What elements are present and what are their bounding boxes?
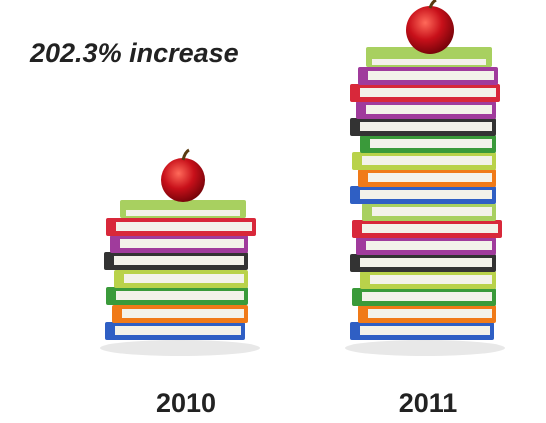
book-stack-2011 [345, 0, 505, 356]
headline: 202.3% increase [29, 38, 239, 68]
book-stack-2010 [100, 148, 260, 356]
stack-label: 2011 [399, 388, 458, 418]
stack-label: 2010 [156, 388, 216, 418]
